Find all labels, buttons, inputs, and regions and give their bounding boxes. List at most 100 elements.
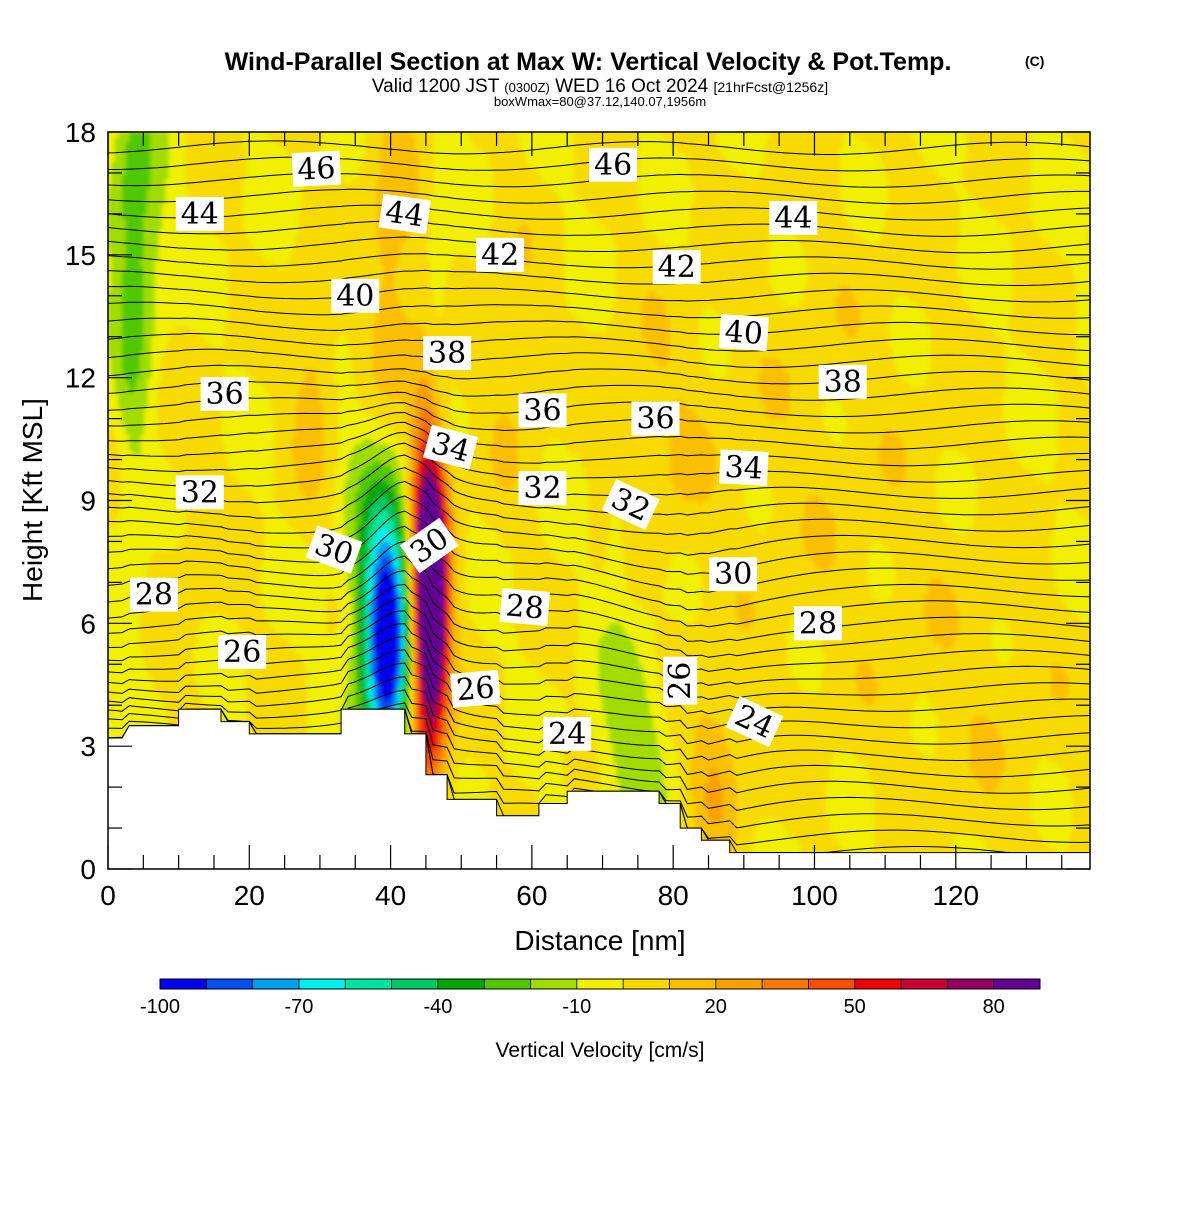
w-cell	[206, 341, 212, 348]
w-cell	[150, 638, 155, 645]
w-cell	[199, 413, 204, 420]
w-cell	[309, 454, 314, 461]
w-cell	[309, 331, 314, 338]
w-cell	[298, 510, 303, 517]
w-cell	[129, 265, 134, 271]
w-cell	[221, 444, 226, 450]
w-cell	[249, 561, 254, 568]
w-cell	[185, 567, 190, 573]
w-cell	[245, 520, 250, 527]
w-cell	[178, 551, 183, 558]
w-cell	[182, 362, 187, 369]
w-cell	[217, 162, 222, 169]
w-cell	[146, 132, 151, 138]
w-cell	[168, 439, 173, 445]
w-cell	[266, 306, 272, 312]
w-cell	[228, 275, 233, 282]
w-cell	[108, 295, 113, 302]
w-cell	[192, 459, 197, 466]
w-cell	[249, 362, 254, 369]
w-cell	[291, 669, 296, 676]
w-cell	[160, 413, 166, 420]
w-cell	[203, 418, 208, 425]
w-cell	[302, 331, 307, 338]
w-cell	[217, 413, 222, 420]
w-cell	[259, 275, 265, 282]
w-cell	[305, 193, 310, 200]
w-cell	[277, 480, 282, 486]
w-cell	[259, 346, 265, 353]
w-cell	[217, 464, 222, 471]
w-cell	[274, 357, 279, 363]
w-cell	[238, 336, 243, 343]
w-cell	[175, 367, 180, 374]
w-cell	[175, 720, 180, 727]
w-cell	[302, 439, 307, 445]
w-cell	[245, 674, 250, 681]
w-cell	[224, 341, 229, 348]
w-cell	[164, 679, 169, 686]
w-cell	[277, 439, 282, 445]
w-cell	[270, 700, 275, 706]
w-cell	[281, 638, 286, 645]
w-cell	[178, 700, 183, 706]
w-cell	[178, 597, 183, 604]
w-cell	[224, 515, 229, 522]
w-cell	[238, 234, 243, 241]
w-cell	[175, 618, 180, 624]
w-cell	[143, 259, 148, 266]
w-cell	[171, 454, 176, 461]
w-cell	[143, 203, 148, 210]
w-cell	[168, 362, 173, 369]
w-cell	[224, 582, 229, 589]
w-cell	[228, 357, 233, 363]
w-cell	[305, 474, 310, 481]
w-cell	[302, 423, 307, 430]
w-cell	[203, 464, 208, 471]
w-cell	[157, 208, 162, 215]
w-cell	[249, 679, 254, 686]
w-cell	[288, 326, 293, 333]
w-cell	[284, 490, 289, 496]
w-cell	[111, 275, 116, 282]
w-cell	[298, 147, 303, 154]
w-cell	[305, 147, 310, 154]
w-cell	[136, 398, 141, 404]
w-cell	[189, 167, 194, 174]
w-cell	[316, 469, 321, 476]
w-cell	[288, 372, 293, 379]
w-cell	[182, 618, 187, 624]
w-cell	[150, 203, 155, 210]
w-cell	[189, 449, 194, 456]
w-cell	[213, 602, 219, 609]
w-cell	[146, 362, 151, 369]
w-cell	[206, 587, 212, 594]
w-cell	[249, 367, 254, 374]
w-cell	[302, 689, 307, 696]
w-cell	[284, 408, 289, 415]
w-cell	[125, 188, 130, 195]
w-cell	[129, 188, 134, 195]
w-cell	[160, 618, 166, 624]
w-cell	[157, 418, 162, 425]
w-cell	[288, 705, 293, 711]
w-cell	[288, 643, 293, 650]
w-cell	[132, 357, 137, 363]
w-cell	[270, 684, 275, 691]
w-cell	[302, 265, 307, 271]
w-cell	[263, 367, 268, 374]
w-cell	[277, 362, 282, 369]
w-cell	[224, 244, 229, 251]
w-cell	[153, 132, 159, 138]
w-cell	[231, 602, 236, 609]
w-cell	[288, 382, 293, 389]
w-cell	[252, 602, 257, 609]
w-cell	[178, 377, 183, 384]
w-cell	[302, 147, 307, 154]
w-cell	[196, 700, 201, 706]
w-cell	[171, 664, 176, 670]
w-cell	[122, 208, 127, 215]
w-cell	[196, 705, 201, 711]
w-cell	[178, 592, 183, 599]
w-cell	[238, 326, 243, 333]
